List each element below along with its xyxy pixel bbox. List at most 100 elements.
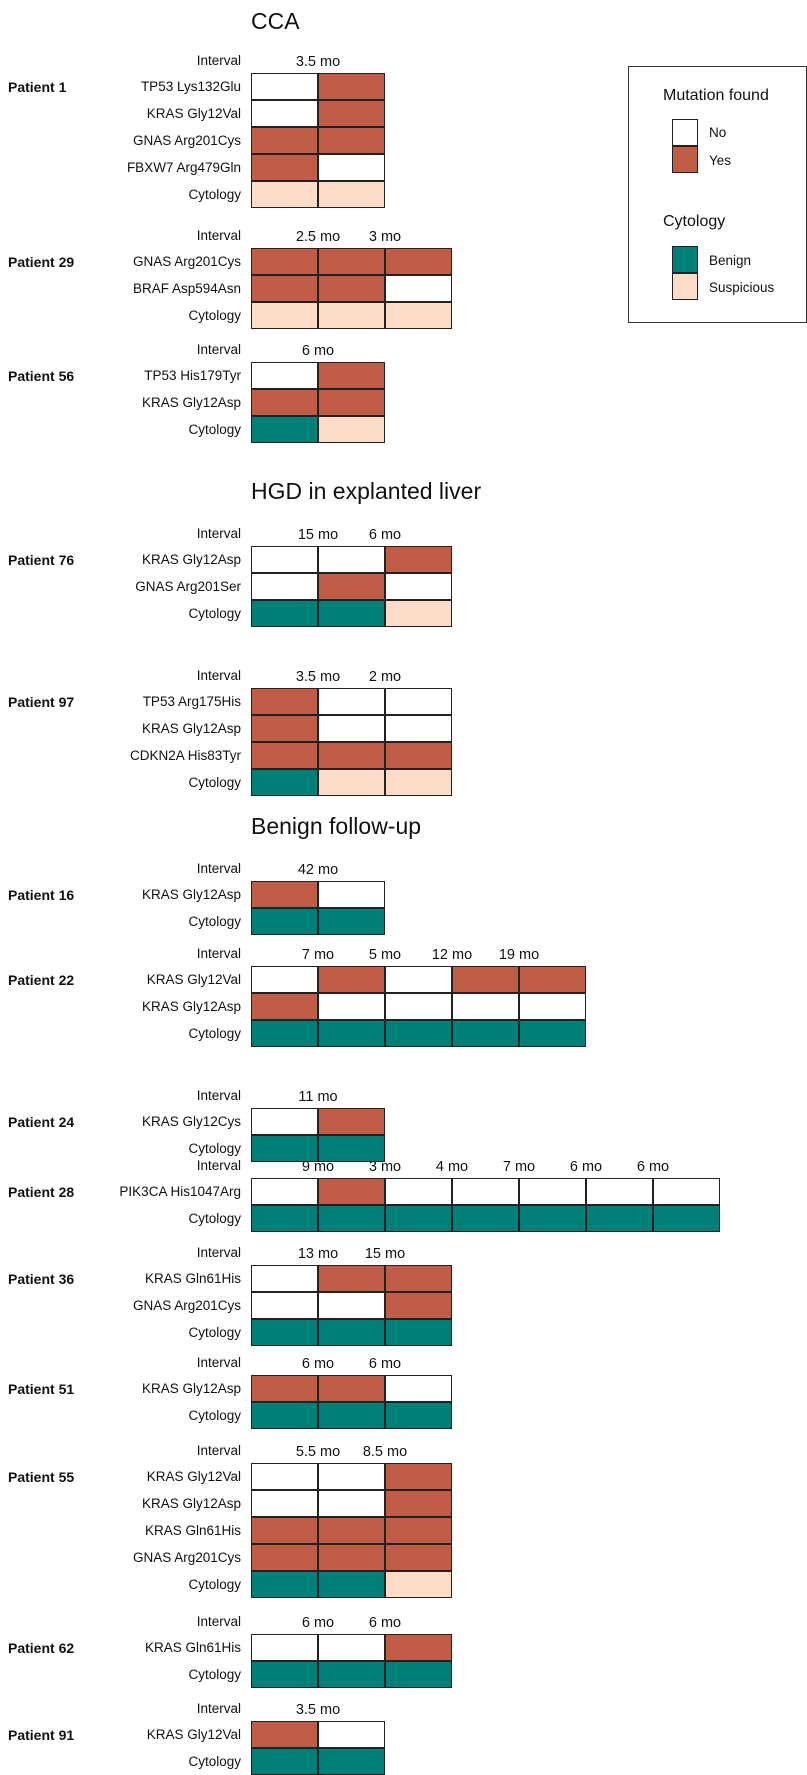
patient-name: Patient 91 bbox=[8, 1727, 75, 1743]
status-cell-no bbox=[385, 966, 452, 993]
status-cell-no bbox=[653, 1178, 720, 1205]
status-cell-yes bbox=[452, 966, 519, 993]
cytology-row-label: Cytology bbox=[188, 308, 241, 323]
status-cell-yes bbox=[318, 1108, 385, 1135]
status-cell-no bbox=[318, 688, 385, 715]
cytology-row-label: Cytology bbox=[188, 422, 241, 437]
status-cell-no bbox=[385, 688, 452, 715]
interval-label: 7 mo bbox=[301, 947, 335, 963]
interval-row-label: Interval bbox=[196, 1355, 241, 1370]
status-cell-no bbox=[251, 100, 318, 127]
patient-name: Patient 51 bbox=[8, 1381, 75, 1397]
status-cell-benign bbox=[385, 1661, 452, 1688]
status-cell-yes bbox=[251, 1375, 318, 1402]
interval-label: 5 mo bbox=[368, 947, 402, 963]
cytology-row-label: Cytology bbox=[188, 1211, 241, 1226]
mutation-row-label: PIK3CA His1047Arg bbox=[119, 1184, 241, 1199]
interval-row-label: Interval bbox=[196, 861, 241, 876]
status-cell-no bbox=[318, 993, 385, 1020]
mutation-row-label: KRAS Gly12Val bbox=[146, 972, 241, 987]
status-cell-benign bbox=[251, 600, 318, 627]
status-cell-yes bbox=[385, 1265, 452, 1292]
mutation-row-label: KRAS Gly12Val bbox=[146, 1727, 241, 1742]
status-cell-no bbox=[385, 573, 452, 600]
patient-name: Patient 76 bbox=[8, 552, 75, 568]
cytology-row-label: Cytology bbox=[188, 1577, 241, 1592]
status-cell-no bbox=[318, 1721, 385, 1748]
interval-label: 3.5 mo bbox=[295, 54, 341, 70]
status-cell-no bbox=[452, 1178, 519, 1205]
status-cell-benign bbox=[586, 1205, 653, 1232]
status-cell-benign bbox=[452, 1020, 519, 1047]
interval-row-label: Interval bbox=[196, 946, 241, 961]
status-cell-yes bbox=[318, 573, 385, 600]
cytology-row-label: Cytology bbox=[188, 1325, 241, 1340]
status-cell-benign bbox=[251, 1748, 318, 1775]
mutation-row-label: KRAS Gly12Val bbox=[146, 1469, 241, 1484]
legend-swatch-yes bbox=[672, 146, 698, 173]
interval-label: 15 mo bbox=[297, 527, 339, 543]
mutation-row-label: KRAS Gln61His bbox=[144, 1271, 241, 1286]
status-cell-no bbox=[251, 73, 318, 100]
status-cell-no bbox=[385, 715, 452, 742]
section-title: Benign follow-up bbox=[251, 813, 422, 839]
status-cell-benign bbox=[251, 1402, 318, 1429]
status-cell-yes bbox=[251, 154, 318, 181]
status-cell-benign bbox=[519, 1020, 586, 1047]
status-cell-benign bbox=[251, 1571, 318, 1598]
status-cell-benign bbox=[318, 1135, 385, 1162]
status-cell-yes bbox=[385, 1544, 452, 1571]
cytology-row-label: Cytology bbox=[188, 1026, 241, 1041]
status-cell-benign bbox=[251, 416, 318, 443]
status-cell-no bbox=[318, 715, 385, 742]
patient-name: Patient 62 bbox=[8, 1640, 75, 1656]
status-cell-no bbox=[385, 993, 452, 1020]
interval-label: 12 mo bbox=[431, 947, 473, 963]
status-cell-yes bbox=[251, 715, 318, 742]
mutation-row-label: GNAS Arg201Cys bbox=[132, 133, 241, 148]
cytology-row-label: Cytology bbox=[188, 187, 241, 202]
status-cell-no bbox=[519, 1178, 586, 1205]
status-cell-suspicious bbox=[251, 302, 318, 329]
status-cell-suspicious bbox=[385, 769, 452, 796]
cytology-row-label: Cytology bbox=[188, 914, 241, 929]
status-cell-yes bbox=[251, 1721, 318, 1748]
interval-label: 6 mo bbox=[368, 1615, 402, 1631]
status-cell-benign bbox=[385, 1319, 452, 1346]
cytology-row-label: Cytology bbox=[188, 775, 241, 790]
status-cell-yes bbox=[318, 362, 385, 389]
status-cell-no bbox=[318, 1292, 385, 1319]
patient-name: Patient 28 bbox=[8, 1184, 75, 1200]
mutation-row-label: TP53 Lys132Glu bbox=[140, 79, 241, 94]
status-cell-yes bbox=[318, 73, 385, 100]
mutation-row-label: GNAS Arg201Cys bbox=[132, 1550, 241, 1565]
status-cell-yes bbox=[318, 742, 385, 769]
section-title: CCA bbox=[251, 8, 300, 34]
section-title: HGD in explanted liver bbox=[251, 478, 482, 504]
mutation-row-label: KRAS Gly12Asp bbox=[141, 887, 241, 902]
status-cell-no bbox=[251, 1292, 318, 1319]
status-cell-yes bbox=[251, 275, 318, 302]
patient-name: Patient 1 bbox=[8, 79, 67, 95]
status-cell-yes bbox=[318, 127, 385, 154]
status-cell-benign bbox=[318, 908, 385, 935]
status-cell-yes bbox=[385, 248, 452, 275]
legend-label-benign: Benign bbox=[709, 253, 752, 268]
interval-label: 3 mo bbox=[368, 1159, 402, 1175]
status-cell-no bbox=[519, 993, 586, 1020]
interval-label: 7 mo bbox=[502, 1159, 536, 1175]
legend-mutation-title: Mutation found bbox=[663, 87, 769, 104]
status-cell-yes bbox=[251, 881, 318, 908]
cytology-row-label: Cytology bbox=[188, 606, 241, 621]
mutation-row-label: KRAS Gly12Asp bbox=[141, 552, 241, 567]
patient-name: Patient 56 bbox=[8, 368, 75, 384]
legend-swatch-no bbox=[672, 119, 698, 146]
status-cell-suspicious bbox=[251, 181, 318, 208]
interval-row-label: Interval bbox=[196, 53, 241, 68]
interval-label: 13 mo bbox=[297, 1246, 339, 1262]
interval-label: 2 mo bbox=[368, 669, 402, 685]
status-cell-yes bbox=[385, 1517, 452, 1544]
status-cell-no bbox=[251, 1265, 318, 1292]
patient-name: Patient 24 bbox=[8, 1114, 75, 1130]
